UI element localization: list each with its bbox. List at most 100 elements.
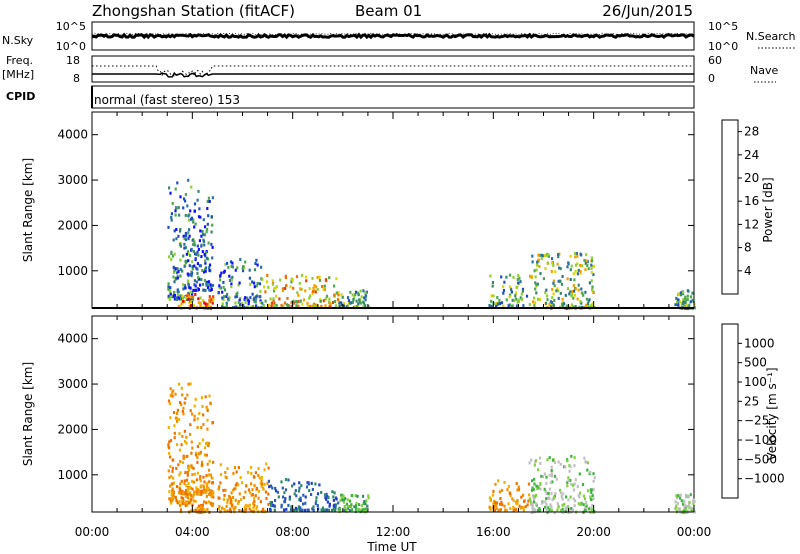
data-cell	[212, 460, 215, 464]
data-cell	[197, 247, 200, 251]
data-cell	[533, 482, 536, 486]
data-cell	[193, 492, 196, 496]
data-cell	[168, 440, 171, 444]
data-cell	[589, 506, 592, 510]
data-cell	[356, 304, 359, 308]
data-cell	[173, 424, 176, 428]
data-cell	[560, 302, 564, 306]
data-cell	[579, 491, 582, 495]
freq-label-1: Freq.	[6, 54, 33, 67]
data-cell	[528, 303, 531, 306]
data-cell	[544, 500, 547, 504]
data-cell	[169, 387, 172, 391]
data-cell	[207, 444, 210, 447]
data-cell	[563, 302, 566, 306]
data-cell	[561, 304, 564, 308]
y-tick-label: 3000	[57, 377, 88, 391]
data-cell	[358, 300, 361, 304]
data-cell	[328, 276, 331, 280]
data-cell	[356, 291, 360, 295]
data-cell	[258, 282, 262, 286]
data-cell	[324, 278, 327, 282]
data-cell	[577, 268, 580, 272]
sky-panel: N.Sky 10^5 10^0 10^5 10^0 N.Search	[2, 20, 796, 53]
data-cell	[546, 261, 549, 265]
data-cell	[304, 275, 308, 279]
data-cell	[183, 264, 186, 268]
data-cell	[557, 505, 560, 509]
data-cell	[173, 291, 176, 295]
data-cell	[557, 297, 560, 300]
data-cell	[212, 295, 215, 299]
data-cell	[171, 496, 174, 500]
data-cell	[314, 502, 317, 506]
data-cell	[287, 304, 290, 308]
data-cell	[199, 479, 202, 483]
data-cell	[182, 197, 186, 201]
data-cell	[242, 509, 245, 513]
data-cell	[179, 274, 182, 278]
data-cell	[195, 266, 198, 270]
data-cell	[259, 481, 262, 485]
data-cell	[273, 504, 276, 508]
data-cell	[491, 281, 494, 284]
data-cell	[200, 234, 203, 238]
data-cell	[171, 482, 174, 486]
data-cell	[306, 301, 309, 305]
data-cell	[574, 269, 577, 273]
data-cell	[179, 229, 182, 233]
data-cell	[365, 499, 368, 503]
data-cell	[193, 414, 196, 418]
data-cell	[207, 214, 210, 218]
data-cell	[355, 501, 358, 505]
data-cell	[690, 506, 693, 510]
data-cell	[684, 508, 687, 512]
data-cell	[189, 423, 192, 427]
data-cell	[188, 492, 191, 496]
data-cell	[550, 465, 553, 469]
data-cell	[284, 287, 287, 290]
data-cell	[679, 496, 682, 500]
data-cell	[580, 287, 583, 291]
data-cell	[193, 225, 196, 229]
data-cell	[167, 426, 170, 429]
data-cell	[507, 484, 510, 488]
data-cell	[271, 279, 274, 283]
data-cell	[204, 269, 207, 273]
data-cell	[687, 503, 691, 507]
data-cell	[498, 508, 501, 512]
data-cell	[498, 302, 502, 305]
data-cell	[364, 293, 367, 297]
data-cell	[546, 298, 549, 302]
data-cell	[185, 501, 188, 505]
data-cell	[272, 297, 275, 301]
data-cell	[493, 508, 497, 512]
data-cell	[196, 250, 199, 254]
data-cell	[331, 490, 334, 494]
data-cell	[517, 298, 520, 302]
data-cell	[275, 294, 278, 298]
data-cell	[206, 409, 209, 413]
data-cell	[333, 491, 336, 495]
data-cell	[548, 487, 551, 491]
data-cell	[174, 392, 177, 396]
freq-right-tick-top: 60	[708, 54, 722, 67]
data-cell	[579, 270, 582, 273]
data-cell	[300, 484, 303, 488]
data-cell	[536, 282, 539, 286]
data-cell	[205, 266, 208, 270]
data-cell	[581, 483, 585, 487]
data-cell	[250, 493, 253, 497]
data-cell	[208, 266, 211, 270]
data-cell	[322, 299, 325, 303]
data-cell	[187, 178, 190, 182]
data-cell	[191, 267, 194, 271]
data-cell	[530, 276, 533, 280]
data-cell	[254, 262, 257, 265]
data-cell	[208, 295, 211, 299]
data-cell	[325, 294, 328, 298]
data-cell	[177, 234, 180, 238]
data-cell	[172, 275, 175, 279]
data-cell	[566, 277, 569, 281]
